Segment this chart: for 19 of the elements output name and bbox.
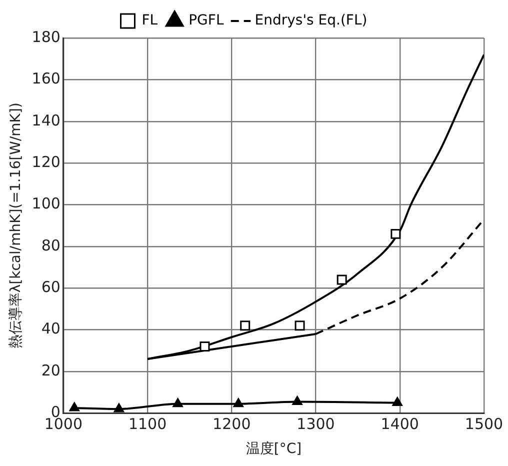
y-tick-label: 160 <box>32 70 60 88</box>
y-axis-title: 熱伝導率λ[kcal/mhK](=1.16[W/mK]) <box>8 102 24 349</box>
y-tick-label: 20 <box>41 361 60 380</box>
y-tick-label: 80 <box>41 236 60 254</box>
y-tick-label: 100 <box>32 194 60 213</box>
x-axis-title: 温度[°C] <box>246 441 302 458</box>
y-tick-label: 120 <box>32 152 60 171</box>
x-tick-label: 1200 <box>212 415 251 434</box>
y-tick-label: 140 <box>32 111 60 130</box>
x-tick-label: 1100 <box>128 415 167 434</box>
y-tick-label: 180 <box>32 28 60 46</box>
legend-label: Endrys's Eq.(FL) <box>254 12 368 29</box>
y-tick-label: 40 <box>41 320 60 338</box>
x-tick-label: 1500 <box>464 415 504 434</box>
legend-label: FL <box>142 12 158 29</box>
legend-label: PGFL <box>188 12 224 29</box>
x-tick-label: 1400 <box>380 415 419 434</box>
y-tick-label: 60 <box>41 278 60 296</box>
x-tick-label: 1300 <box>296 415 335 434</box>
